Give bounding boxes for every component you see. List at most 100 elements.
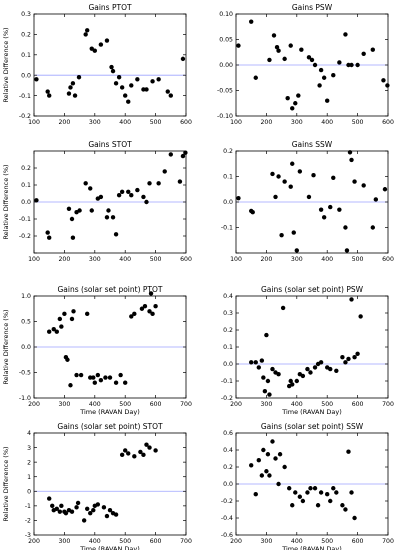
- data-point: [273, 194, 278, 200]
- data-point: [74, 505, 79, 510]
- data-point: [274, 44, 280, 50]
- data-point: [57, 316, 63, 322]
- data-point: [110, 68, 116, 74]
- y-tick-label: 0.0: [223, 361, 233, 368]
- data-point: [308, 486, 313, 491]
- data-point: [147, 309, 152, 314]
- x-tick-label: 400: [89, 538, 101, 545]
- data-point: [116, 193, 122, 198]
- x-tick-label: 400: [89, 401, 101, 408]
- x-tick-label: 500: [321, 401, 333, 408]
- data-point: [70, 235, 76, 240]
- y-tick-label: 0: [27, 488, 31, 495]
- y-tick-label: 0.3: [21, 11, 31, 18]
- y-tick-label: -0.1: [19, 93, 31, 100]
- data-point: [98, 377, 104, 383]
- x-tick-label: 200: [260, 256, 272, 263]
- y-tick-label: -2: [25, 518, 31, 525]
- x-tick-label: 200: [230, 538, 242, 545]
- data-point: [77, 208, 82, 213]
- chart-panel-3: Gains STOT 100 200 300 400 500 600 -0.2 -0.1 0.0 0…: [2, 140, 192, 263]
- data-point: [285, 95, 290, 101]
- x-tick-label: 600: [180, 119, 192, 126]
- y-tick-label: 0.00: [219, 62, 233, 69]
- data-point: [321, 215, 327, 220]
- data-point: [129, 83, 134, 88]
- x-axis-label: Time (RAVAN Day): [281, 545, 342, 550]
- plot-frame: [33, 13, 187, 117]
- chart-title: Gains SSW: [292, 140, 333, 149]
- x-tick-label: 400: [119, 256, 131, 263]
- chart-title: Gains STOT: [88, 140, 132, 149]
- data-point: [50, 503, 55, 509]
- data-point: [92, 380, 98, 385]
- x-tick-label: 600: [382, 119, 394, 126]
- x-tick-label: 500: [150, 256, 162, 263]
- x-tick-label: 600: [180, 256, 192, 263]
- data-point: [162, 169, 167, 174]
- data-point: [72, 93, 78, 98]
- y-tick-label: -0.6: [221, 532, 233, 539]
- x-tick-label: 200: [58, 119, 70, 126]
- data-point: [305, 366, 310, 372]
- data-point: [45, 230, 50, 235]
- data-point: [264, 469, 269, 474]
- data-point: [148, 291, 154, 296]
- data-point: [69, 216, 75, 222]
- x-tick-label: 300: [89, 256, 101, 263]
- data-point: [141, 194, 146, 200]
- data-point: [382, 187, 388, 192]
- data-point: [66, 91, 72, 96]
- plot-frame: [235, 295, 389, 399]
- data-point: [123, 380, 128, 385]
- data-point: [287, 486, 292, 491]
- data-point: [343, 225, 348, 230]
- y-tick-label: -0.1: [19, 216, 31, 223]
- data-point: [267, 473, 272, 478]
- data-point: [75, 500, 81, 506]
- data-point: [91, 375, 96, 380]
- data-point: [150, 79, 155, 84]
- data-point: [355, 351, 360, 356]
- data-point: [334, 490, 339, 495]
- data-point: [123, 448, 128, 453]
- data-point: [315, 503, 321, 508]
- data-point: [249, 463, 254, 468]
- y-tick-label: 1.0: [21, 293, 31, 300]
- data-point: [150, 311, 155, 317]
- data-point: [109, 64, 114, 70]
- y-tick-label: 0.2: [21, 32, 31, 39]
- data-point: [267, 392, 272, 397]
- y-tick-label: 0.5: [21, 319, 31, 326]
- x-tick-label: 200: [260, 119, 272, 126]
- y-tick-label: 0.0: [223, 199, 233, 206]
- data-point: [290, 382, 295, 387]
- y-tick-label: 0.0: [21, 72, 31, 79]
- y-tick-label: 0.4: [223, 293, 233, 300]
- data-point: [118, 372, 123, 378]
- x-tick-label: 200: [28, 538, 40, 545]
- data-point: [385, 83, 390, 88]
- data-point: [305, 490, 310, 495]
- data-point: [331, 73, 336, 78]
- x-tick-label: 300: [260, 538, 272, 545]
- data-point: [370, 225, 375, 230]
- data-point: [85, 311, 90, 317]
- data-point: [141, 452, 146, 458]
- y-tick-label: -0.10: [217, 113, 233, 120]
- data-point: [325, 98, 330, 103]
- data-point: [344, 248, 350, 253]
- data-point: [107, 375, 113, 380]
- data-point: [300, 373, 306, 379]
- data-point: [361, 183, 366, 188]
- data-point: [256, 458, 261, 463]
- x-tick-label: 300: [291, 256, 303, 263]
- x-tick-label: 700: [382, 401, 394, 408]
- x-tick-label: 600: [150, 401, 162, 408]
- x-tick-label: 400: [321, 256, 333, 263]
- data-point: [104, 38, 110, 43]
- data-point: [290, 106, 295, 111]
- x-tick-label: 600: [382, 256, 394, 263]
- y-tick-label: -0.2: [221, 498, 233, 505]
- chart-panel-8: Gains (solar set point) SSW 200 300 400 500 6…: [221, 422, 394, 550]
